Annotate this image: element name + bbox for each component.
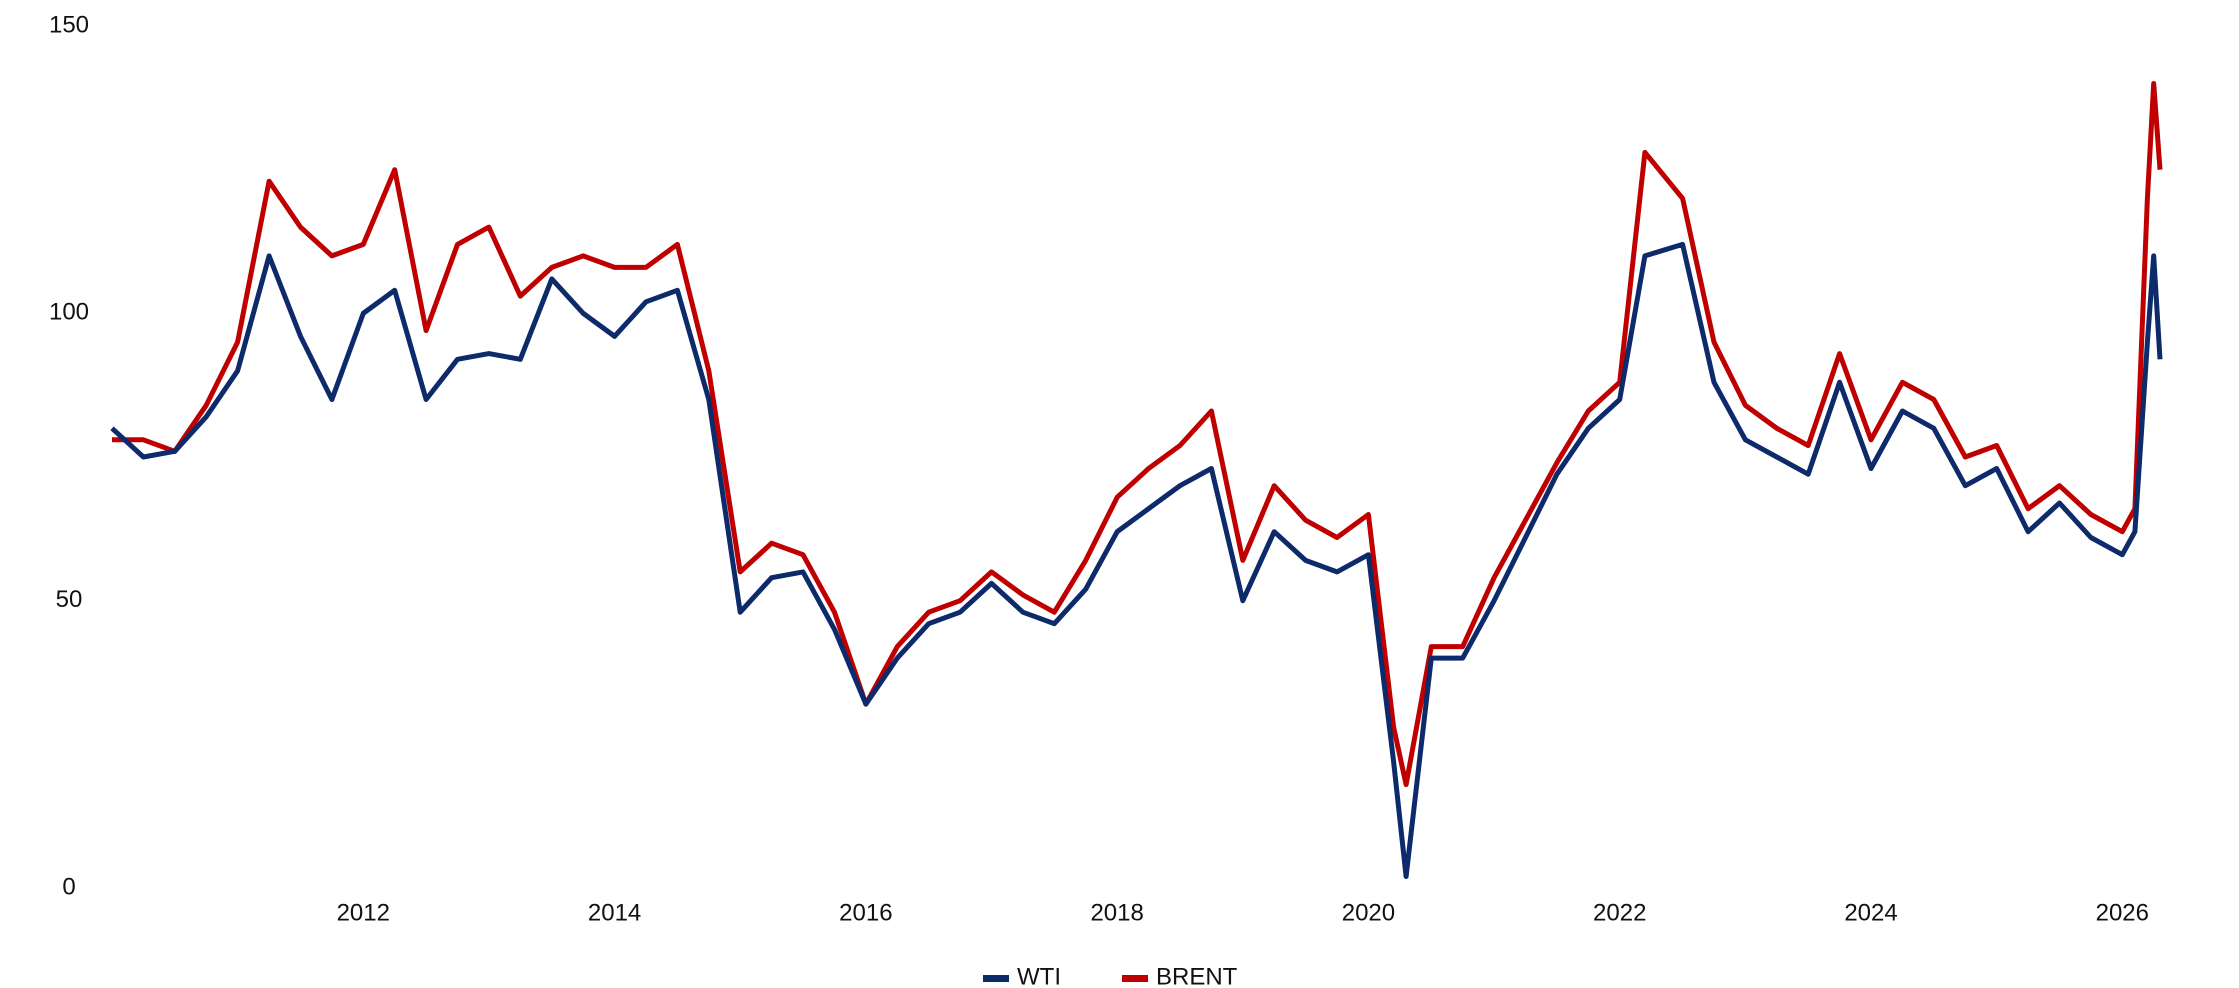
y-tick-label: 50 bbox=[56, 586, 83, 613]
x-tick-label: 2014 bbox=[588, 899, 641, 926]
legend-label: BRENT bbox=[1156, 963, 1238, 988]
legend-swatch bbox=[1122, 975, 1148, 982]
x-tick-label: 2016 bbox=[839, 899, 892, 926]
y-tick-label: 0 bbox=[62, 873, 75, 900]
series-line bbox=[110, 241, 2163, 879]
x-tick-label: 2012 bbox=[337, 899, 390, 926]
series-line bbox=[112, 81, 2163, 788]
legend-swatch bbox=[983, 975, 1009, 982]
legend-item: WTI bbox=[983, 963, 1061, 988]
x-tick-label: 2022 bbox=[1593, 899, 1646, 926]
legend-label: WTI bbox=[1017, 963, 1061, 988]
x-tick-label: 2026 bbox=[2096, 899, 2149, 926]
x-tick-label: 2024 bbox=[1844, 899, 1897, 926]
y-tick-label: 150 bbox=[49, 11, 89, 38]
x-tick-label: 2020 bbox=[1342, 899, 1395, 926]
x-tick-label: 2018 bbox=[1090, 899, 1143, 926]
legend-item: BRENT bbox=[1122, 963, 1238, 988]
y-tick-label: 100 bbox=[49, 299, 89, 326]
